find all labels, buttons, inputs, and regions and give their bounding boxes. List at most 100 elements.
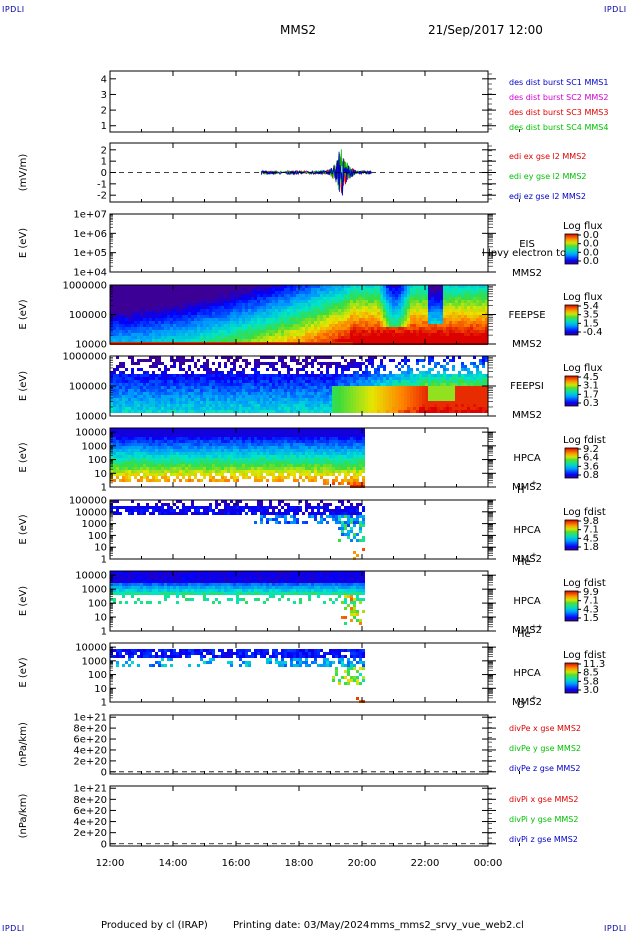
colorbar <box>564 447 579 479</box>
corner-label-top-left: IPDLI <box>2 5 25 14</box>
y-tick-label: 100000 <box>69 382 107 393</box>
spacecraft-label: MMS2 <box>512 410 542 421</box>
legend-entry: des dist burst SC1 MMS1 <box>509 78 608 87</box>
y-axis-label: (nPa/km) <box>18 794 29 839</box>
spectrogram-hpca-h <box>110 428 365 488</box>
legend-entry: divPe z gse MMS2 <box>509 764 580 773</box>
y-tick-label: 2e+20 <box>73 828 107 839</box>
colorbar-tick-label: 1.7 <box>583 389 599 400</box>
y-tick-label: 8e+20 <box>73 724 107 735</box>
colorbar-tick-label: 9.9 <box>583 587 599 598</box>
spacecraft-label: MMS2 <box>512 339 542 350</box>
colorbar-tick-label: 9.2 <box>583 444 599 455</box>
spectrogram-hpca-o <box>110 649 365 703</box>
colorbar-tick-label: 3.0 <box>583 685 599 696</box>
y-tick-label: 4e+20 <box>73 817 107 828</box>
instrument-label: HPCA <box>513 596 541 607</box>
y-tick-label: 10000 <box>75 643 107 654</box>
y-axis-label: E (eV) <box>18 586 29 616</box>
colorbar-tick-label: 0.0 <box>583 239 599 250</box>
y-tick-label: 1000 <box>82 519 107 530</box>
legend-entry: des dist burst SC2 MMS2 <box>509 93 608 102</box>
colorbar-tick-label: 0.3 <box>583 398 599 409</box>
y-tick-label: 2 <box>101 106 107 117</box>
instrument-label: HPCA <box>513 668 541 679</box>
spectrogram-hpca-he1 <box>110 500 365 560</box>
y-tick-label: 1000000 <box>62 352 107 363</box>
footer-script-name: mms_mms2_srvy_vue_web2.cl <box>370 920 524 931</box>
panel-frame <box>109 70 489 133</box>
y-tick-label: 1 <box>101 698 107 709</box>
y-tick-label: 100 <box>88 599 107 610</box>
species-charge: ++ <box>531 623 543 631</box>
colorbar-tick-label: 0.0 <box>583 247 599 258</box>
colorbar-tick-label: 5.4 <box>583 301 599 312</box>
y-axis-label: (nPa/km) <box>18 722 29 767</box>
y-tick-label: 1 <box>101 483 107 494</box>
y-tick-label: 100 <box>88 531 107 542</box>
x-tick-label: 00:00 <box>474 858 503 869</box>
colorbar-tick-label: 1.5 <box>583 613 599 624</box>
species-label: He <box>517 629 531 640</box>
y-tick-label: 10000 <box>75 412 107 423</box>
instrument-label: FEEPSI <box>510 381 544 392</box>
y-axis-label: E (eV) <box>18 371 29 401</box>
y-tick-label: 1000 <box>82 441 107 452</box>
colorbar-tick-label: 4.3 <box>583 604 599 615</box>
colorbar-tick-label: 11.3 <box>583 659 605 670</box>
colorbar <box>564 662 579 694</box>
y-axis-label: E (eV) <box>18 514 29 544</box>
panel-frame <box>109 785 489 847</box>
panel-feeps-e: 1000000 100000 10000 E (eV) FEEPSE MMS2 Log fl… <box>18 281 603 351</box>
spacecraft-label: MMS2 <box>512 697 542 708</box>
y-tick-label: 0 <box>101 767 107 778</box>
y-tick-label: 1e+21 <box>73 713 107 724</box>
y-tick-label: 1e+07 <box>73 210 107 221</box>
colorbar-tick-label: 0.0 <box>583 256 599 267</box>
y-tick-label: 8e+20 <box>73 795 107 806</box>
y-tick-label: 1 <box>101 157 107 168</box>
panel-frame <box>109 714 489 775</box>
spacecraft-title: MMS2 <box>280 23 316 37</box>
y-tick-label: 1e+05 <box>73 248 107 259</box>
instrument-label: HPCA <box>513 525 541 536</box>
y-tick-label: 1 <box>101 121 107 132</box>
colorbar-tick-label: 4.5 <box>583 533 599 544</box>
colorbar-tick-label: 1.5 <box>583 318 599 329</box>
spectrogram-feeps-e <box>110 285 488 345</box>
x-tick-label: 16:00 <box>222 858 251 869</box>
spacecraft-label: MMS2 <box>512 482 542 493</box>
corner-label-top-right: IPDLI <box>604 5 627 14</box>
instrument-label: EIS <box>519 239 535 250</box>
colorbar-tick-label: 1.8 <box>583 542 599 553</box>
y-tick-label: 10 <box>94 684 107 695</box>
spectrogram-hpca-he2 <box>110 571 365 625</box>
legend-entry: divPi y gse MMS2 <box>509 815 578 824</box>
y-axis-label: E (eV) <box>18 228 29 258</box>
colorbar-tick-label: 3.1 <box>583 381 599 392</box>
colorbar-tick-label: 6.4 <box>583 453 599 464</box>
y-tick-label: 10000 <box>75 340 107 351</box>
x-tick-label: 22:00 <box>411 858 440 869</box>
y-tick-label: 100 <box>88 670 107 681</box>
footer-printing-date: Printing date: 03/May/2024 <box>233 920 370 931</box>
x-tick-label: 14:00 <box>159 858 188 869</box>
y-tick-label: 1000 <box>82 585 107 596</box>
x-tick-label: 18:00 <box>285 858 314 869</box>
corner-label-bottom-right: IPDLI <box>604 924 627 933</box>
y-tick-label: 1e+06 <box>73 229 107 240</box>
colorbar <box>564 519 579 551</box>
y-axis-label: E (eV) <box>18 299 29 329</box>
colorbar-title: Log flux <box>563 363 603 374</box>
colorbar-tick-label: 9.8 <box>583 516 599 527</box>
y-tick-label: 4 <box>101 74 107 85</box>
colorbar-tick-label: 7.1 <box>583 525 599 536</box>
y-tick-label: -2 <box>97 191 107 202</box>
species-charge: + <box>531 479 537 487</box>
spacecraft-label: MMS2 <box>512 625 542 636</box>
legend-entry: divPe x gse MMS2 <box>509 724 581 733</box>
